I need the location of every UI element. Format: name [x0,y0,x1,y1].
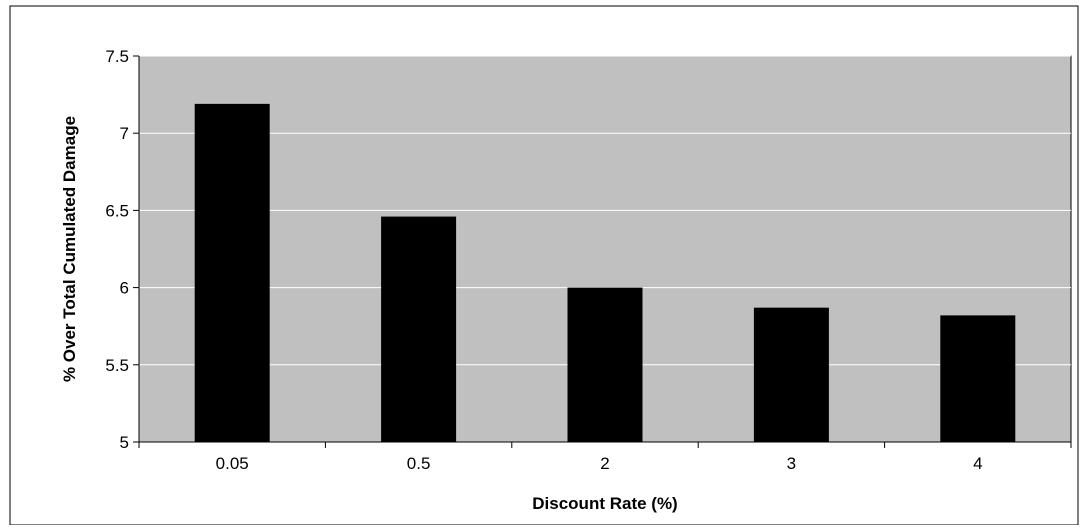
y-tick-label: 7.5 [105,47,129,66]
y-tick-label: 6.5 [105,201,129,220]
bar-0.05 [194,103,270,442]
x-tick-labels: 0.05 0.5 2 3 4 [216,454,983,473]
y-tick-label: 5 [120,433,129,452]
y-tick-label: 5.5 [105,356,129,375]
x-tick-label: 2 [600,454,609,473]
y-tick-labels: 5 5.5 6 6.5 7 7.5 [105,47,129,452]
bars [194,103,1016,442]
bar-4 [940,315,1016,442]
y-axis-title: % Over Total Cumulated Damage [60,116,79,382]
bar-2 [567,287,643,442]
bar-3 [753,307,829,442]
x-tick-label: 0.05 [216,454,249,473]
y-tick-label: 6 [120,279,129,298]
x-axis-title: Discount Rate (%) [532,494,677,513]
axes [133,55,1072,448]
x-tick-label: 0.5 [407,454,431,473]
bar-0.5 [381,216,457,442]
x-tick-label: 3 [787,454,796,473]
y-tick-label: 7 [120,124,129,143]
x-tick-label: 4 [973,454,982,473]
